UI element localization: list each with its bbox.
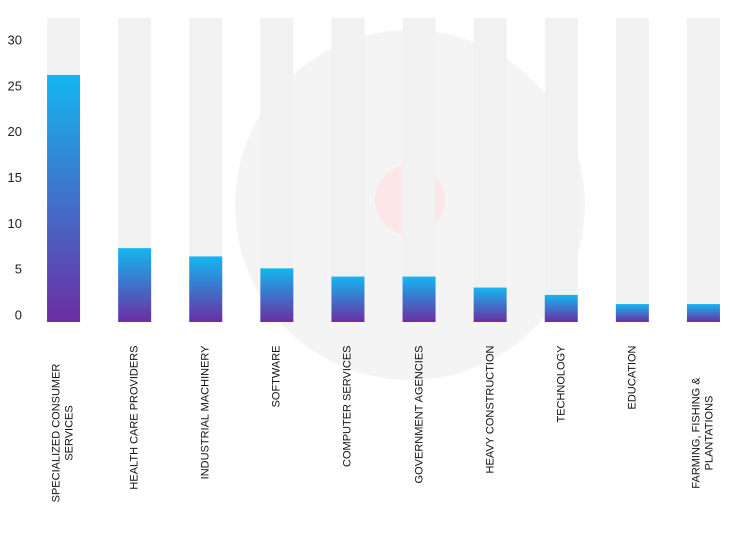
x-tick-label: FARMING, FISHING & PLANTATIONS — [683, 345, 723, 520]
x-tick-label: SPECIALIZED CONSUMER SERVICES — [44, 345, 84, 520]
bar — [331, 276, 365, 322]
y-tick-label: 10 — [8, 216, 22, 231]
y-tick-label: 25 — [8, 78, 22, 93]
category-text: HEALTH CARE PROVIDERS — [128, 345, 141, 490]
category-text: GOVERNMENT AGENCIES — [412, 345, 425, 483]
bar — [686, 304, 720, 322]
x-tick-label: INDUSTRIAL MACHINERY — [186, 345, 226, 520]
bar — [615, 304, 649, 322]
y-tick-label: 5 — [15, 262, 22, 277]
category-text: HEAVY CONSTRUCTION — [483, 345, 496, 473]
bar-track — [331, 18, 365, 322]
bar — [118, 248, 152, 322]
category-text: COMPUTER SERVICES — [341, 345, 354, 467]
bar-track — [615, 18, 649, 322]
x-tick-label: SOFTWARE — [257, 345, 297, 520]
category-text: TECHNOLOGY — [554, 345, 567, 423]
category-text: EDUCATION — [625, 345, 638, 409]
x-tick-label: HEAVY CONSTRUCTION — [470, 345, 510, 520]
bar — [260, 268, 294, 322]
x-tick-label: EDUCATION — [612, 345, 652, 520]
y-tick-label: 15 — [8, 170, 22, 185]
y-tick-label: 30 — [8, 32, 22, 47]
category-text: INDUSTRIAL MACHINERY — [199, 345, 212, 479]
bar — [402, 276, 436, 322]
category-text: SPECIALIZED CONSUMER SERVICES — [50, 363, 76, 502]
category-text: SOFTWARE — [270, 345, 283, 407]
bar — [47, 74, 81, 323]
bar-track — [402, 18, 436, 322]
x-tick-label: COMPUTER SERVICES — [328, 345, 368, 520]
bar — [544, 294, 578, 322]
x-tick-label: TECHNOLOGY — [541, 345, 581, 520]
bar — [189, 256, 223, 322]
bar-track — [473, 18, 507, 322]
y-tick-label: 0 — [15, 307, 22, 322]
bar-track — [544, 18, 578, 322]
bar-track — [686, 18, 720, 322]
x-tick-label: HEALTH CARE PROVIDERS — [115, 345, 155, 520]
bar — [473, 287, 507, 322]
y-tick-label: 20 — [8, 124, 22, 139]
category-text: FARMING, FISHING & PLANTATIONS — [690, 376, 716, 489]
x-tick-label: GOVERNMENT AGENCIES — [399, 345, 439, 520]
